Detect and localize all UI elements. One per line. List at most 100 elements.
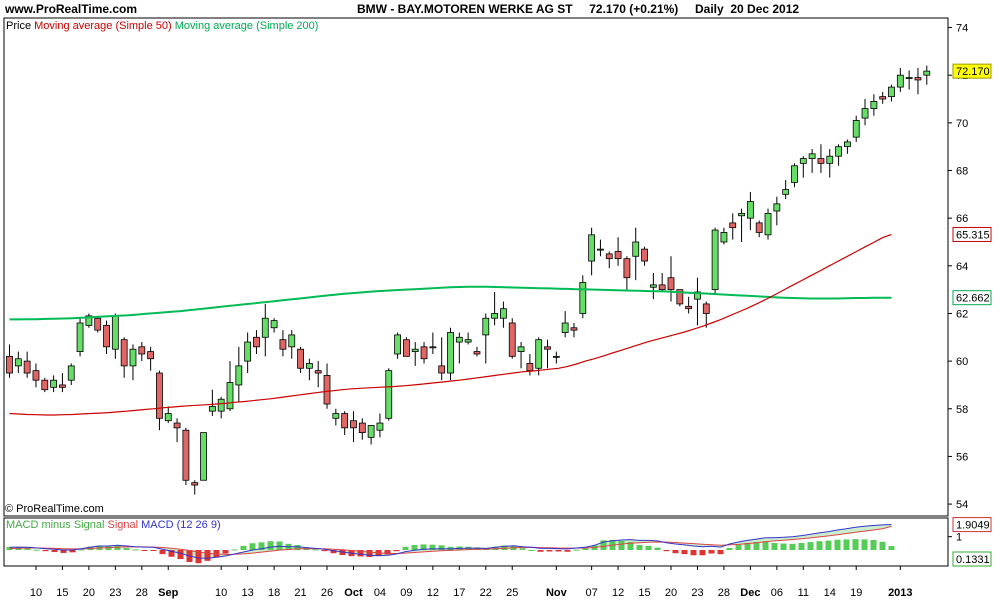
macd-hist-tag: 0.1331	[956, 554, 990, 566]
macd-hist-bar-neg	[60, 550, 67, 553]
candle-down	[32, 370, 40, 381]
legend-price: Price	[6, 20, 32, 32]
candle-up	[808, 153, 816, 159]
legend-signal[interactable]: Signal	[107, 519, 139, 531]
legend-ma200[interactable]: Moving average (Simple 200)	[174, 20, 319, 32]
candle-up	[861, 108, 869, 119]
candle-down	[817, 158, 825, 164]
candle-down	[570, 327, 578, 331]
x-tick-label: Sep	[158, 587, 178, 599]
macd-hist-bar-pos	[843, 539, 850, 550]
macd-tick-label: 1	[956, 532, 962, 544]
ma200-tag: 62.662	[956, 293, 990, 305]
candle-up	[455, 336, 463, 343]
candle-down	[879, 96, 887, 100]
x-tick-label: 12	[427, 587, 439, 599]
candle-down	[59, 384, 66, 388]
macd-hist-bar-pos	[258, 542, 265, 550]
candle-down	[914, 77, 922, 81]
x-tick-label: 23	[691, 587, 703, 599]
last-price: 72.170	[589, 2, 626, 16]
candle-up	[200, 432, 207, 481]
macd-hist-bar-pos	[735, 544, 742, 550]
candle-up	[226, 382, 234, 410]
macd-hist-bar-pos	[312, 549, 319, 551]
macd-hist-bar-pos	[861, 539, 868, 550]
period: Daily	[694, 2, 724, 16]
candle-up	[482, 317, 490, 336]
candle-up	[376, 422, 384, 431]
candle-down	[323, 375, 331, 405]
macd-hist-bar-neg	[564, 550, 571, 552]
macd-hist-bar-neg	[69, 550, 76, 553]
macd-hist-bar-neg	[357, 550, 364, 557]
macd-hist-bar-pos	[267, 541, 274, 550]
candle-down	[473, 351, 481, 355]
macd-hist-bar-neg	[222, 550, 229, 554]
macd-hist-bar-pos	[753, 542, 760, 550]
candle-up	[738, 212, 745, 217]
candle-down	[103, 324, 110, 348]
candle-down	[350, 420, 357, 429]
candle-down	[702, 303, 710, 314]
candle-up	[85, 315, 93, 326]
candle-up	[111, 315, 119, 350]
y-tick-label: 54	[956, 499, 968, 511]
macd-hist-bar-neg	[366, 550, 373, 558]
macd-hist-bar-neg	[537, 550, 544, 552]
macd-hist-bar-pos	[411, 545, 418, 550]
candle-down	[641, 248, 648, 262]
candle-down	[182, 429, 190, 481]
x-tick-label: 19	[850, 587, 862, 599]
ma50-line	[9, 233, 892, 416]
y-tick-label: 62	[956, 308, 968, 320]
y-tick-label: 70	[956, 118, 968, 130]
candle-up	[782, 189, 790, 195]
site-name[interactable]: www.ProRealTime.com	[5, 2, 138, 16]
candle-down	[508, 322, 516, 357]
candle-down	[438, 365, 446, 374]
macd-hist-bar-neg	[555, 550, 562, 552]
candle-down	[314, 370, 322, 374]
x-tick-label: 20	[665, 587, 677, 599]
candle-up	[50, 379, 57, 388]
x-tick-label: 22	[480, 587, 492, 599]
macd-hist-bar-pos	[474, 547, 481, 550]
candle-down	[297, 348, 304, 369]
macd-hist-bar-pos	[105, 546, 112, 550]
y-tick-label: 68	[956, 165, 968, 177]
x-tick-label: 13	[242, 587, 254, 599]
macd-hist-bar-pos	[600, 540, 607, 550]
macd-hist-bar-neg	[384, 550, 391, 555]
candle-down	[41, 379, 49, 391]
legend-macd-hist[interactable]: MACD minus Signal	[6, 519, 105, 531]
candle-up	[579, 282, 587, 314]
x-tick-label: 17	[453, 587, 465, 599]
candle-up	[711, 229, 719, 291]
candle-up	[164, 413, 172, 422]
macd-hist-bar-neg	[393, 550, 400, 552]
macd-hist-bar-pos	[420, 544, 427, 550]
macd-hist-bar-pos	[807, 542, 814, 550]
legend-macd-params: (12 26 9)	[176, 519, 221, 531]
candle-up	[332, 413, 340, 419]
candle-up	[464, 339, 472, 343]
ma200-tag-box	[952, 290, 992, 306]
x-tick-label: 10	[30, 587, 42, 599]
macd-hist-bar-pos	[789, 543, 796, 550]
candle-down	[6, 355, 13, 374]
macd-hist-bar-pos	[402, 546, 409, 550]
macd-hist-bar-neg	[42, 550, 49, 552]
macd-hist-bar-pos	[771, 542, 778, 550]
candle-down	[614, 251, 622, 260]
candle-up	[14, 358, 22, 367]
legend-ma50[interactable]: Moving average (Simple 50)	[34, 20, 172, 32]
legend-macd[interactable]: MACD	[141, 519, 174, 531]
macd-hist-bar-pos	[114, 545, 121, 550]
macd-hist-bar-pos	[870, 540, 877, 550]
candle-down	[341, 413, 349, 429]
macd-hist-bar-pos	[645, 545, 652, 550]
macd-value-tag-box	[952, 517, 992, 533]
candle-down	[676, 289, 684, 305]
